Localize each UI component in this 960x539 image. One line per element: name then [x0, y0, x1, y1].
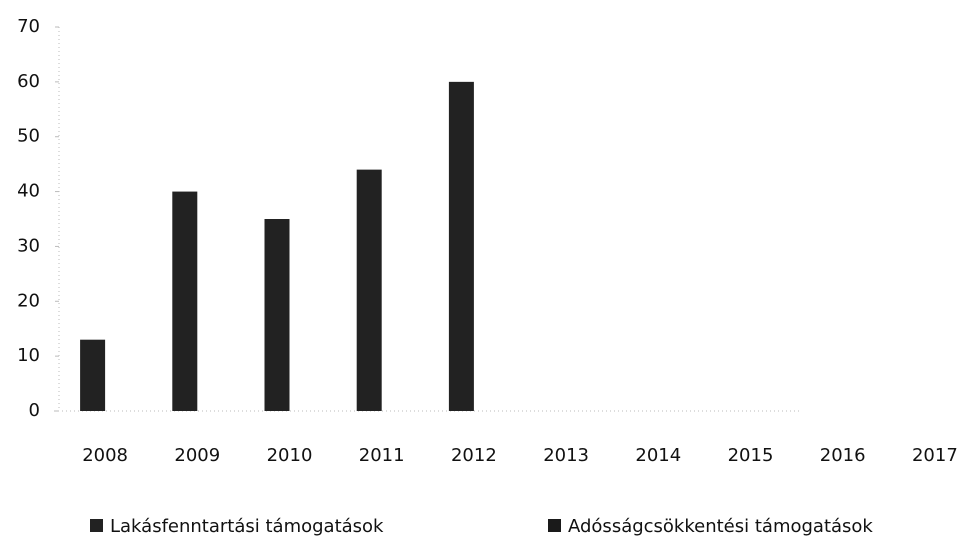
bar: [356, 169, 382, 411]
x-tick-label: 2016: [820, 445, 866, 466]
x-tick-label: 2008: [82, 445, 128, 466]
x-tick-label: 2011: [359, 445, 405, 466]
legend-swatch: [548, 519, 561, 532]
x-tick-label: 2014: [635, 445, 681, 466]
legend-swatch: [90, 519, 103, 532]
y-tick-label: 10: [17, 345, 40, 366]
y-tick-label: 20: [17, 290, 40, 311]
x-tick-label: 2015: [728, 445, 774, 466]
legend-label: Adósságcsökkentési támogatások: [568, 516, 873, 537]
y-tick-label: 0: [29, 400, 40, 421]
x-tick-label: 2017: [912, 445, 958, 466]
bar: [264, 219, 290, 411]
y-tick-label: 50: [17, 126, 40, 147]
x-tick-label: 2012: [451, 445, 497, 466]
x-tick-label: 2009: [174, 445, 220, 466]
legend-label: Lakásfenntartási támogatások: [110, 516, 384, 537]
y-tick-label: 30: [17, 235, 40, 256]
y-tick-label: 60: [17, 71, 40, 92]
x-tick-label: 2010: [267, 445, 313, 466]
bar: [80, 339, 106, 411]
x-tick-label: 2013: [543, 445, 589, 466]
y-tick-label: 70: [17, 16, 40, 37]
bar: [448, 81, 474, 411]
bar: [172, 191, 198, 411]
y-tick-label: 40: [17, 181, 40, 202]
